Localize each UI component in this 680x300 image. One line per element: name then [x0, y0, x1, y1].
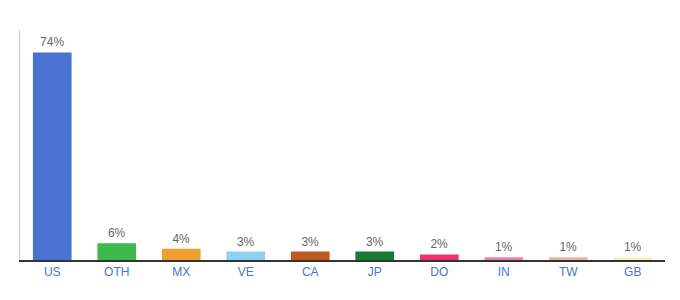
svg-text:1%: 1%: [559, 240, 577, 254]
svg-text:OTH: OTH: [104, 265, 129, 279]
svg-text:1%: 1%: [495, 240, 513, 254]
svg-text:IN: IN: [498, 265, 510, 279]
svg-text:1%: 1%: [624, 240, 642, 254]
svg-text:DO: DO: [430, 265, 448, 279]
svg-text:GB: GB: [624, 265, 641, 279]
svg-text:4%: 4%: [172, 232, 190, 246]
svg-text:74%: 74%: [40, 35, 64, 49]
svg-text:MX: MX: [172, 265, 190, 279]
svg-text:TW: TW: [559, 265, 578, 279]
svg-text:VE: VE: [238, 265, 254, 279]
svg-text:CA: CA: [302, 265, 319, 279]
svg-text:2%: 2%: [430, 237, 448, 251]
svg-text:US: US: [44, 265, 61, 279]
svg-text:6%: 6%: [108, 226, 126, 240]
svg-text:3%: 3%: [237, 235, 255, 249]
svg-text:3%: 3%: [301, 235, 319, 249]
svg-text:3%: 3%: [366, 235, 384, 249]
svg-text:JP: JP: [368, 265, 382, 279]
